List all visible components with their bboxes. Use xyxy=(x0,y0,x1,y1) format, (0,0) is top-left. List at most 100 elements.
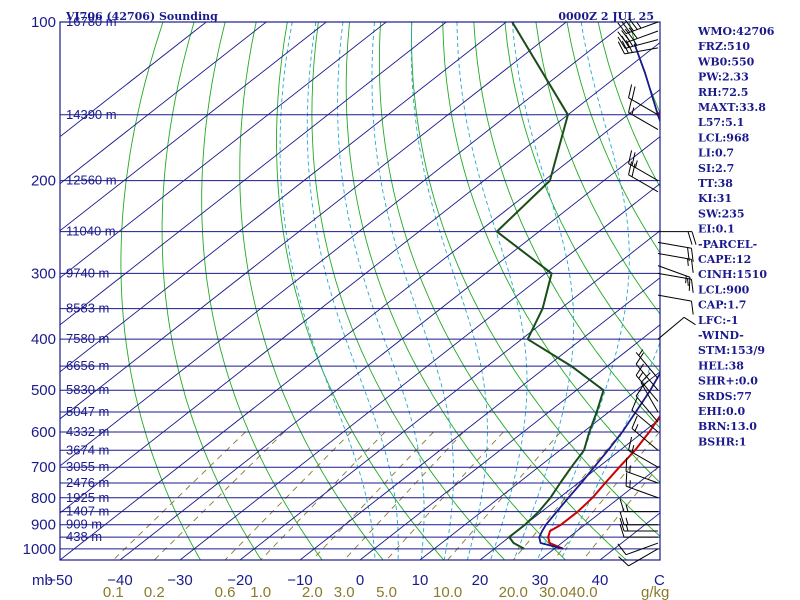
mixing-ratio-line xyxy=(386,431,504,560)
wind-barb xyxy=(640,372,659,413)
barb-half-flag xyxy=(638,349,644,356)
pressure-tick-label: 800 xyxy=(31,490,56,507)
barb-staff xyxy=(657,241,692,249)
pressure-tick-label: 700 xyxy=(31,459,56,476)
isotherm-line xyxy=(179,183,660,560)
pressure-tick-label: 100 xyxy=(31,14,56,31)
parcel-line xyxy=(538,43,660,550)
isotherm-line xyxy=(60,22,567,420)
pressure-tick-label: 900 xyxy=(31,517,56,534)
height-label: 1407 m xyxy=(66,504,109,519)
index-item: LCL:900 xyxy=(698,283,750,296)
height-label: 3674 m xyxy=(66,442,109,457)
index-item: SHR+:0.0 xyxy=(698,375,758,388)
mixing-ratio-line xyxy=(582,463,660,560)
dry-adiabat-line xyxy=(120,22,201,560)
barb-staff xyxy=(625,39,659,49)
time-title: 0000Z 2 JUL 25 xyxy=(558,10,654,23)
mixing-ratio-line xyxy=(343,431,464,560)
index-item: RH:72.5 xyxy=(698,86,748,99)
pressure-axis-unit: mb xyxy=(32,572,53,589)
temperature-tick-label: 0 xyxy=(356,572,364,589)
barb-staff xyxy=(625,21,659,35)
temperature-tick-label: −10 xyxy=(287,572,312,589)
mixing-ratio-line xyxy=(153,431,285,560)
wind-barb xyxy=(657,294,694,315)
barb-staff xyxy=(625,542,659,556)
temperature-tick-label: 40 xyxy=(592,572,609,589)
index-item: SRDS:77 xyxy=(698,390,752,403)
wind-barb xyxy=(617,34,659,49)
barb-staff xyxy=(657,316,685,340)
wind-barb xyxy=(635,363,659,402)
wind-barbs xyxy=(617,18,697,567)
index-item: LFC:-1 xyxy=(698,314,739,327)
height-label: 5047 m xyxy=(66,404,109,419)
barb-half-flag xyxy=(636,21,642,29)
barb-flag xyxy=(628,150,633,164)
wind-barb xyxy=(618,548,659,567)
barb-staff xyxy=(657,272,692,280)
barb-staff xyxy=(657,265,691,278)
pressure-tick-label: 600 xyxy=(31,424,56,441)
wind-barb xyxy=(631,415,659,451)
barb-flag xyxy=(625,457,628,472)
height-label: 8583 m xyxy=(66,301,109,316)
index-item: MAXT:33.8 xyxy=(698,101,766,114)
barb-staff xyxy=(657,294,692,302)
dry-adiabat-line xyxy=(276,22,445,560)
height-label: 1925 m xyxy=(66,490,109,505)
height-label: 4332 m xyxy=(66,424,109,439)
moist-adiabat-line xyxy=(371,22,454,560)
index-item: TT:38 xyxy=(698,177,733,190)
wind-barb xyxy=(635,349,659,379)
barb-flag xyxy=(691,231,697,245)
mixing-ratio-label: 30.0 xyxy=(539,584,568,600)
barb-flag xyxy=(690,279,694,293)
index-item: CAPE:12 xyxy=(698,253,751,266)
dry-adiabat-line xyxy=(161,22,262,560)
dry-adiabat-line xyxy=(311,22,506,560)
barb-half-flag xyxy=(642,380,649,387)
barb-flag xyxy=(690,259,694,273)
moist-adiabat-line xyxy=(306,22,399,560)
index-item: -PARCEL- xyxy=(698,238,757,251)
height-label: 14390 m xyxy=(66,107,117,122)
barb-flag xyxy=(618,556,629,567)
barb-half-flag xyxy=(634,424,639,432)
wind-barb xyxy=(628,84,659,116)
isotherm-line xyxy=(60,22,207,138)
barb-flag xyxy=(621,35,630,48)
pressure-tick-label: 500 xyxy=(31,382,56,399)
mixing-ratio-label: 20.0 xyxy=(499,584,528,600)
mixing-ratio-label: 0.6 xyxy=(215,584,236,600)
isotherm-line xyxy=(60,22,447,326)
temperature-line xyxy=(547,110,660,550)
isotherm-line xyxy=(539,465,660,560)
mixing-ratio-unit: g/kg xyxy=(641,584,669,600)
isotherm-line xyxy=(60,22,507,373)
wind-barb xyxy=(625,457,659,484)
index-item: LI:0.7 xyxy=(698,147,734,160)
isotherm-line xyxy=(299,277,660,560)
wind-barb xyxy=(625,472,659,499)
temperature-axis-unit: C xyxy=(654,572,665,589)
barb-flag xyxy=(619,511,625,525)
barb-flag xyxy=(631,152,636,166)
barb-flag xyxy=(690,248,694,262)
index-item: WB0:550 xyxy=(697,55,755,68)
barb-flag xyxy=(624,28,634,41)
isotherm-line xyxy=(479,418,660,560)
pressure-tick-label: 1000 xyxy=(23,541,56,558)
isotherm-line xyxy=(60,22,627,467)
wind-barb xyxy=(619,498,658,513)
isotherm-line xyxy=(239,230,660,560)
height-label: 909 m xyxy=(66,517,102,532)
mixing-ratio-line xyxy=(447,431,562,560)
barb-flag xyxy=(619,523,625,538)
barb-staff xyxy=(640,382,659,413)
mixing-ratio-label: 3.0 xyxy=(334,584,355,600)
wind-barb xyxy=(631,397,659,433)
barb-flag xyxy=(625,34,634,47)
isotherm-line xyxy=(419,371,660,560)
